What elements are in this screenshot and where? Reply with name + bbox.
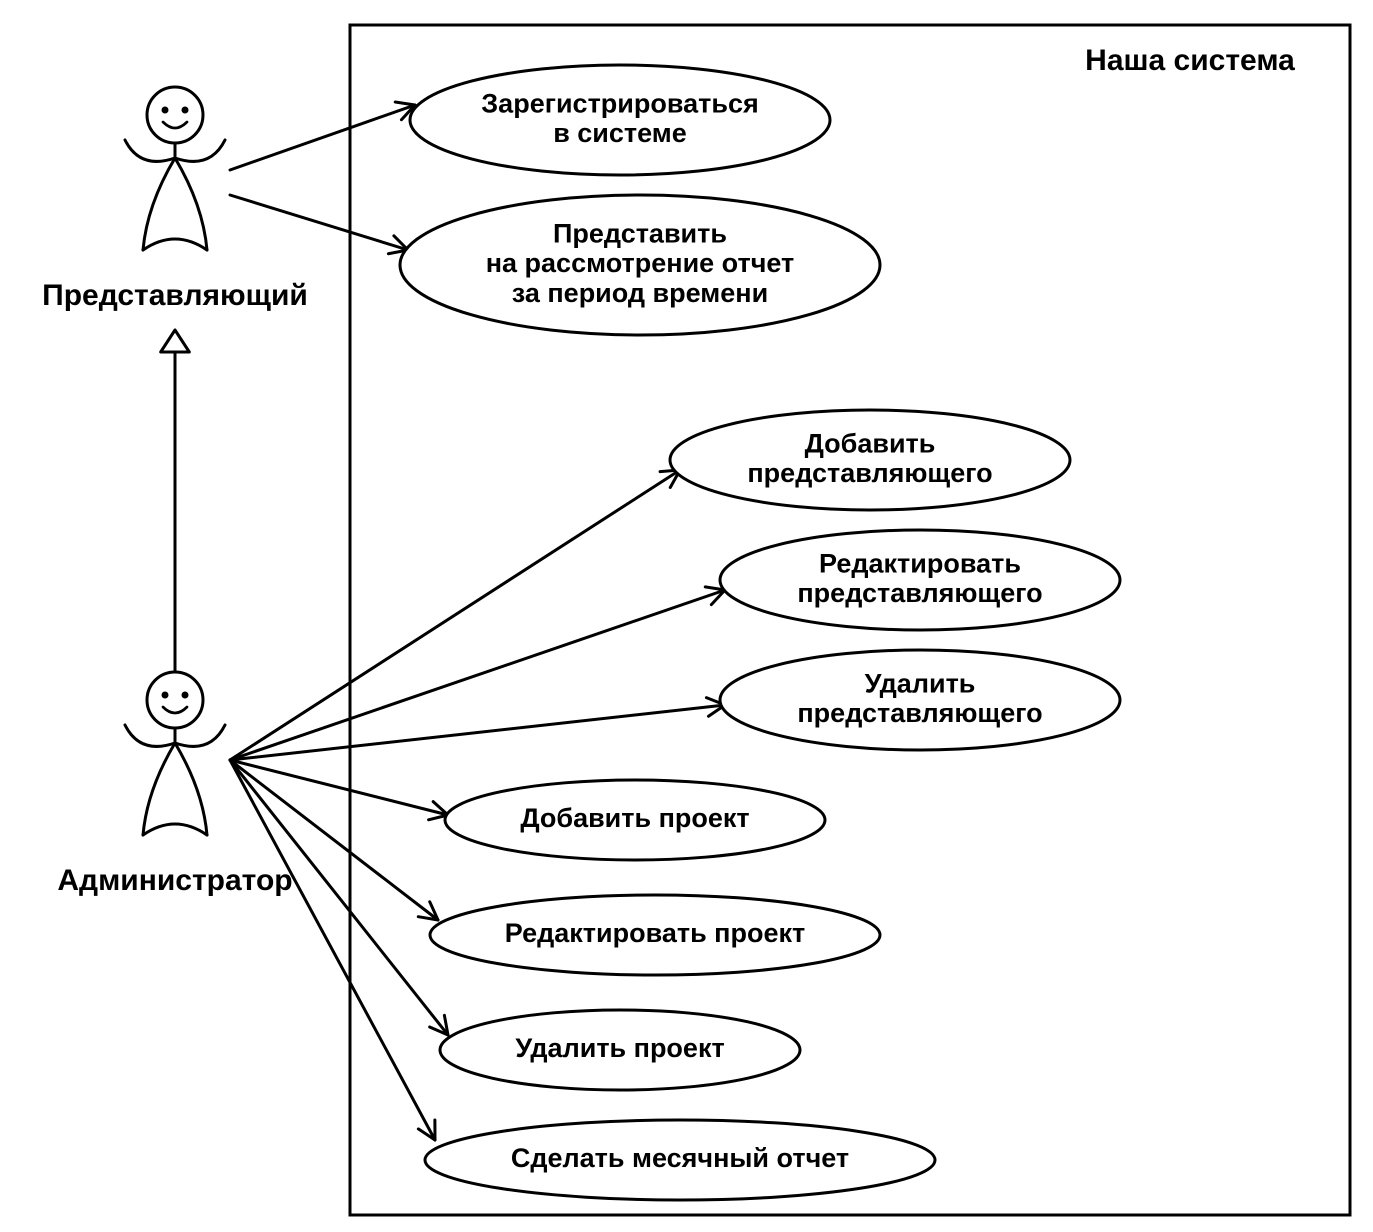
usecase-uc8: Удалить проект [440,1010,800,1090]
actor-label: Представляющий [42,279,308,312]
usecase-label: на рассмотрение отчет [486,248,795,278]
usecase-uc5: Удалитьпредставляющего [720,650,1120,750]
usecase-uc7: Редактировать проект [430,895,880,975]
usecase-uc3: Добавитьпредставляющего [670,410,1070,510]
usecase-label: Редактировать проект [505,918,805,948]
usecase-diagram: Наша система Зарегистрироватьсяв системе П… [0,0,1373,1232]
system-label: Наша система [1085,44,1295,77]
usecase-label: Представить [553,218,727,248]
actor-label: Администратор [57,864,292,897]
usecase-label: в системе [553,118,687,148]
usecase-uc2: Представитьна рассмотрение отчетза перио… [400,195,880,335]
usecase-label: Зарегистрироваться [481,88,758,118]
usecase-uc6: Добавить проект [445,780,825,860]
usecase-label: Сделать месячный отчет [511,1143,849,1173]
usecase-label: представляющего [747,458,992,488]
usecase-label: Удалить [865,668,976,698]
usecase-uc9: Сделать месячный отчет [425,1120,935,1200]
usecase-label: представляющего [797,698,1042,728]
usecase-uc4: Редактироватьпредставляющего [720,530,1120,630]
usecase-label: Добавить [805,428,936,458]
usecase-uc1: Зарегистрироватьсяв системе [410,65,830,175]
usecase-label: Добавить проект [520,803,749,833]
usecase-label: представляющего [797,578,1042,608]
usecase-label: Удалить проект [515,1033,724,1063]
usecase-label: за период времени [512,278,768,308]
usecase-label: Редактировать [819,548,1021,578]
